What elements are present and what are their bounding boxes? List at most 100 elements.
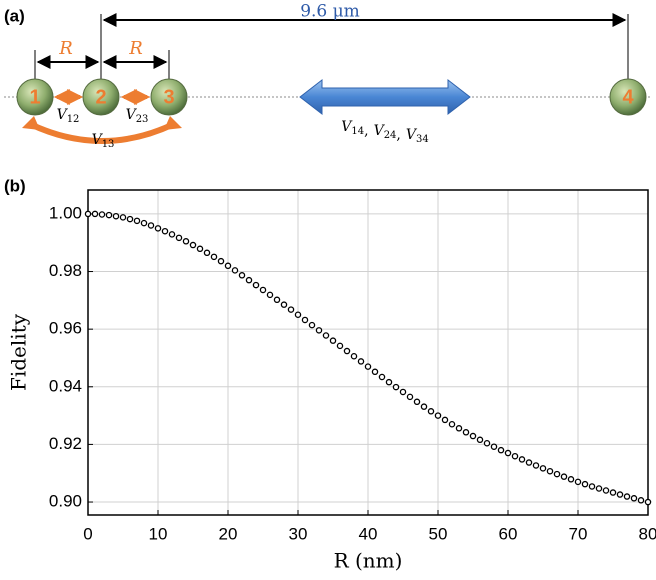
x-tick-label: 20 <box>219 524 238 543</box>
data-point <box>203 249 211 257</box>
data-point <box>336 342 344 350</box>
data-point <box>427 408 435 415</box>
data-point <box>350 352 358 360</box>
x-tick-label: 60 <box>499 524 518 543</box>
coupling-label: V23 <box>126 107 149 125</box>
data-point <box>119 214 127 221</box>
data-point <box>259 286 267 294</box>
coupling-arrow <box>28 121 176 144</box>
subscript: 14 <box>351 126 364 137</box>
symbol: V <box>406 127 418 143</box>
x-axis-label: R (nm) <box>334 549 403 573</box>
data-point <box>343 347 351 355</box>
data-point <box>602 487 610 494</box>
subscript: 24 <box>384 130 397 141</box>
data-point <box>539 465 547 472</box>
y-tick-label: 1.00 <box>49 203 82 222</box>
data-point <box>420 403 428 410</box>
atom-label: 3 <box>163 86 174 108</box>
atom-label: 1 <box>29 86 40 108</box>
data-point <box>168 231 176 238</box>
far-coupling-label: V14, V24, V34 <box>341 119 428 145</box>
panel-label: (b) <box>4 176 26 195</box>
y-tick-label: 0.94 <box>49 376 82 395</box>
data-point <box>497 446 505 454</box>
data-point <box>644 498 652 506</box>
data-point <box>525 459 533 466</box>
data-point <box>595 485 603 492</box>
data-point <box>371 368 379 376</box>
atom <box>82 78 120 116</box>
x-tick-label: 40 <box>359 524 378 543</box>
data-point <box>399 388 407 396</box>
atom <box>150 78 188 116</box>
data-point <box>357 358 365 365</box>
far-coupling-arrow <box>299 78 471 116</box>
data-point <box>182 238 190 245</box>
data-point <box>532 462 540 469</box>
data-point <box>175 234 183 242</box>
symbol: V <box>57 107 69 123</box>
coupling-label: V13 <box>92 132 115 150</box>
data-point <box>308 321 316 329</box>
atom <box>609 78 647 116</box>
data-point <box>266 291 274 299</box>
spacing-label: R <box>58 38 73 59</box>
separator: , <box>364 123 368 139</box>
symbol: V <box>374 123 386 139</box>
data-point <box>462 429 470 436</box>
data-point <box>294 311 302 319</box>
data-point <box>245 276 253 284</box>
x-tick-label: 10 <box>149 524 168 543</box>
data-point <box>434 412 442 419</box>
x-tick-label: 80 <box>639 524 656 543</box>
panel-label: (a) <box>4 6 25 25</box>
data-point <box>616 491 624 498</box>
coupling-label: V12 <box>57 107 80 125</box>
spacing-label: R <box>128 38 143 59</box>
data-point <box>588 483 596 490</box>
data-point <box>455 425 463 432</box>
data-point <box>581 480 589 488</box>
plot-frame <box>87 189 649 516</box>
data-point <box>441 416 449 424</box>
data-point <box>392 383 400 391</box>
data-point <box>210 253 218 261</box>
data-point <box>511 452 519 460</box>
data-point <box>448 420 456 428</box>
data-point <box>490 443 498 450</box>
data-point <box>196 245 204 253</box>
data-point <box>574 478 582 486</box>
y-tick-label: 0.92 <box>49 434 82 453</box>
data-point <box>413 398 421 406</box>
y-tick-label: 0.96 <box>49 319 82 338</box>
subscript: 34 <box>416 134 429 145</box>
data-point <box>630 495 638 502</box>
data-point <box>147 222 155 229</box>
data-point <box>567 476 575 483</box>
distance-label: 9.6 μm <box>300 2 360 22</box>
symbol: V <box>126 107 138 123</box>
symbol: V <box>341 119 353 135</box>
data-point <box>287 306 295 313</box>
x-tick-label: 0 <box>83 524 92 543</box>
subscript: 13 <box>102 139 115 150</box>
data-point <box>329 337 337 344</box>
x-tick-label: 30 <box>289 524 308 543</box>
data-point <box>476 436 484 444</box>
data-point <box>217 257 225 265</box>
data-point <box>364 363 372 370</box>
data-point <box>637 497 645 504</box>
x-tick-label: 50 <box>429 524 448 543</box>
data-point <box>252 281 260 289</box>
data-point <box>238 272 246 279</box>
data-point <box>224 262 232 270</box>
data-point <box>609 489 617 496</box>
symbol: V <box>92 132 104 148</box>
data-point <box>112 212 120 220</box>
data-point <box>154 225 162 232</box>
data-point <box>133 217 141 225</box>
data-point <box>301 316 309 324</box>
atom-label: 2 <box>95 86 106 108</box>
subscript: 12 <box>67 114 80 125</box>
